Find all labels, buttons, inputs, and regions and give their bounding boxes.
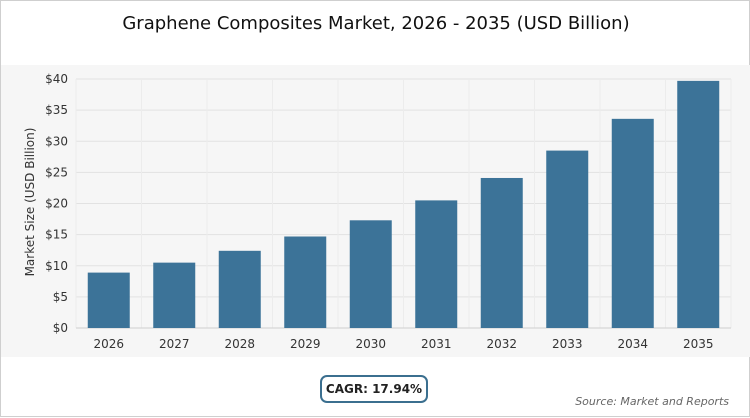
x-tick-label: 2033: [552, 337, 583, 351]
x-tick-labels: 2026 2027 2028 2029 2030 2031 2032 2033 2034 2035: [93, 337, 713, 351]
bar-2031: [415, 200, 458, 328]
bar-2030: [349, 220, 392, 328]
bar-2028: [218, 250, 261, 328]
bars-layer: [87, 80, 720, 329]
x-tick-label: 2032: [486, 337, 517, 351]
x-tick-label: 2031: [421, 337, 452, 351]
source-note: Source: Market and Reports: [575, 395, 729, 408]
y-tick-label: $25: [45, 165, 68, 179]
x-tick-label: 2030: [355, 337, 386, 351]
x-tick-label: 2028: [224, 337, 255, 351]
y-tick-label: $40: [45, 72, 68, 86]
bar-2033: [546, 150, 589, 328]
y-tick-label: $15: [45, 228, 68, 242]
y-tick-labels: $0 $5 $10 $15 $20 $25 $30 $35 $40: [45, 72, 68, 335]
bar-2027: [153, 262, 196, 328]
y-tick-label: $5: [53, 290, 68, 304]
chart-title: Graphene Composites Market, 2026 - 2035 …: [122, 13, 630, 34]
x-tick-label: 2034: [617, 337, 648, 351]
x-tick-label: 2029: [290, 337, 321, 351]
bar-2035: [677, 80, 720, 329]
y-tick-label: $0: [53, 321, 68, 335]
x-tick-label: 2027: [159, 337, 190, 351]
x-tick-label: 2026: [93, 337, 124, 351]
bar-2029: [284, 236, 327, 328]
cagr-text: CAGR: 17.94%: [325, 382, 423, 396]
y-tick-label: $30: [45, 134, 68, 148]
bar-2026: [87, 272, 130, 328]
x-tick-label: 2035: [683, 337, 714, 351]
y-axis-label: Market Size (USD Billion): [23, 128, 37, 277]
y-tick-label: $20: [45, 197, 68, 211]
y-tick-label: $10: [45, 259, 68, 273]
bar-2034: [611, 118, 654, 328]
bar-2032: [480, 177, 523, 328]
y-tick-label: $35: [45, 103, 68, 117]
cagr-badge: CAGR: 17.94%: [320, 375, 428, 403]
grid-layer: [75, 78, 732, 329]
